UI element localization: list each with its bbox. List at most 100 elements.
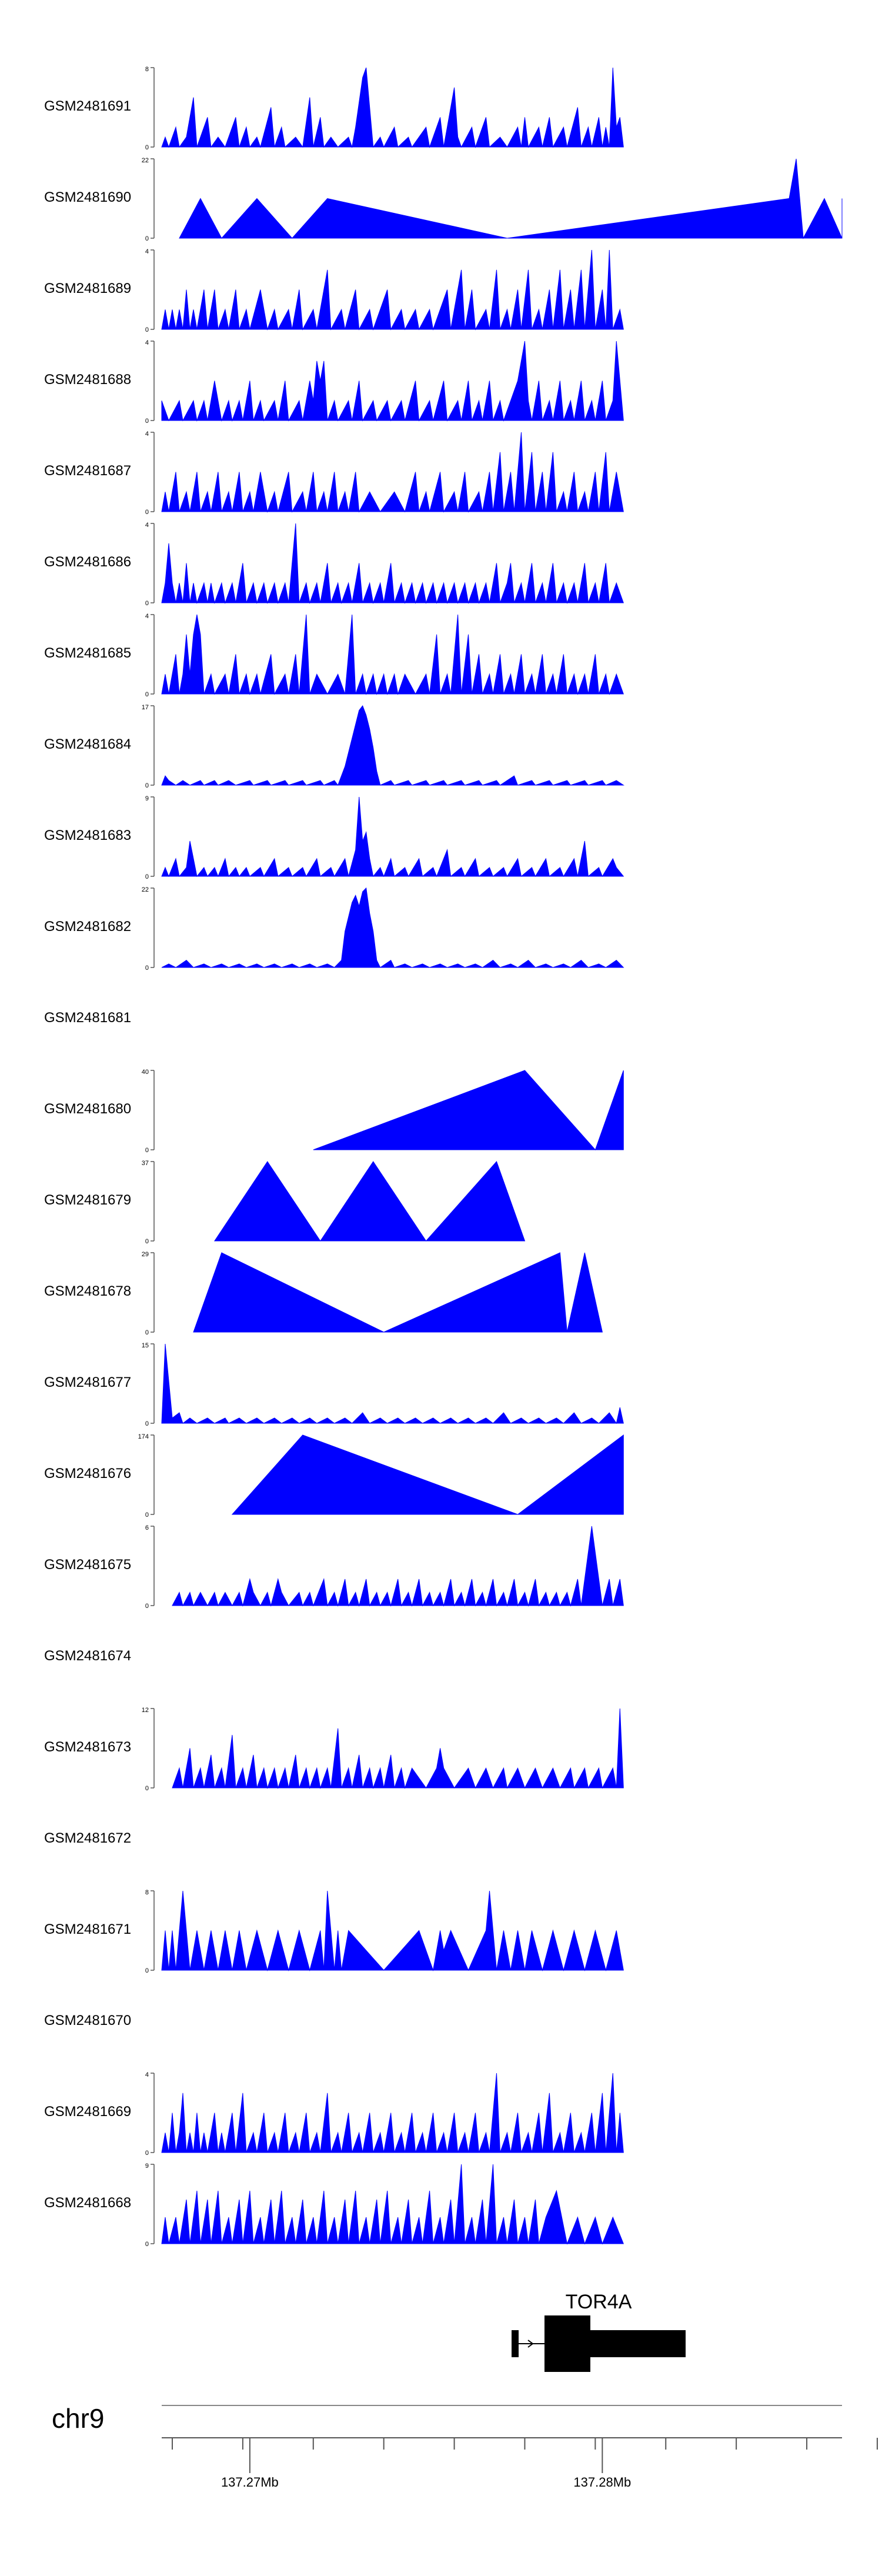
y-tick-label: 4 bbox=[145, 613, 149, 620]
y-tick-label: 4 bbox=[145, 2071, 149, 2078]
y-tick-label: 0 bbox=[145, 2241, 149, 2248]
coverage-area bbox=[231, 1434, 624, 1515]
track: GSM2481682 22 0 bbox=[44, 886, 624, 972]
track-label: GSM2481668 bbox=[44, 2195, 131, 2211]
y-tick-label: 8 bbox=[145, 1889, 149, 1896]
track: GSM2481672 bbox=[44, 1830, 131, 1846]
y-tick-label: 15 bbox=[142, 1342, 149, 1349]
track-label: GSM2481678 bbox=[44, 1283, 131, 1299]
track: GSM2481671 8 0 bbox=[44, 1889, 624, 1974]
track: GSM2481691 8 0 bbox=[44, 66, 624, 151]
coverage-area bbox=[161, 341, 624, 422]
gene-exon-utr-block bbox=[544, 2315, 590, 2372]
y-tick-label: 17 bbox=[142, 704, 149, 711]
y-tick-label: 4 bbox=[145, 431, 149, 438]
track-label: GSM2481676 bbox=[44, 1466, 131, 1481]
y-tick-label: 0 bbox=[145, 1603, 149, 1610]
y-tick-label: 12 bbox=[142, 1707, 149, 1714]
track: GSM2481690 22 0 bbox=[44, 157, 843, 242]
strand-arrow-icon bbox=[527, 2340, 534, 2348]
track-label: GSM2481686 bbox=[44, 554, 131, 570]
coverage-area bbox=[193, 1252, 603, 1333]
track-label: GSM2481688 bbox=[44, 372, 131, 388]
coverage-area bbox=[161, 1890, 624, 1971]
track-label: GSM2481689 bbox=[44, 281, 131, 296]
y-tick-label: 0 bbox=[145, 1147, 149, 1154]
axis-tick-label: 137.27Mb bbox=[221, 2475, 279, 2490]
track: GSM2481668 9 0 bbox=[44, 2163, 624, 2248]
y-tick-label: 37 bbox=[142, 1160, 149, 1167]
axis-tick-label: 137.28Mb bbox=[573, 2475, 631, 2490]
track-label: GSM2481679 bbox=[44, 1192, 131, 1208]
y-tick-label: 0 bbox=[145, 600, 149, 607]
y-tick-label: 29 bbox=[142, 1251, 149, 1258]
track: GSM2481683 9 0 bbox=[44, 795, 624, 880]
track-label: GSM2481681 bbox=[44, 1010, 131, 1026]
y-tick-label: 0 bbox=[145, 1420, 149, 1427]
y-tick-label: 9 bbox=[145, 2163, 149, 2170]
y-tick-label: 9 bbox=[145, 795, 149, 802]
track-label: GSM2481669 bbox=[44, 2104, 131, 2120]
y-tick-label: 6 bbox=[145, 1524, 149, 1531]
track: GSM2481688 4 0 bbox=[44, 339, 624, 425]
gene-exon-block bbox=[590, 2330, 686, 2357]
coverage-area bbox=[172, 1526, 624, 1607]
y-tick-label: 0 bbox=[145, 1329, 149, 1336]
coverage-area bbox=[161, 887, 624, 968]
track: GSM2481679 37 0 bbox=[44, 1160, 526, 1245]
coverage-area bbox=[161, 796, 624, 877]
track-label: GSM2481685 bbox=[44, 645, 131, 661]
track-label: GSM2481682 bbox=[44, 919, 131, 935]
track: GSM2481673 12 0 bbox=[44, 1707, 624, 1792]
coverage-area bbox=[161, 614, 624, 695]
y-tick-label: 0 bbox=[145, 1511, 149, 1519]
track-label: GSM2481671 bbox=[44, 1921, 131, 1937]
y-tick-label: 0 bbox=[145, 418, 149, 425]
track: GSM2481677 15 0 bbox=[44, 1342, 624, 1427]
track: GSM2481687 4 0 bbox=[44, 431, 624, 516]
y-tick-label: 0 bbox=[145, 509, 149, 516]
track-label: GSM2481673 bbox=[44, 1739, 131, 1755]
y-tick-label: 4 bbox=[145, 522, 149, 529]
track-label: GSM2481675 bbox=[44, 1557, 131, 1573]
track-label: GSM2481683 bbox=[44, 827, 131, 843]
y-tick-label: 22 bbox=[142, 886, 149, 893]
track-label: GSM2481684 bbox=[44, 736, 131, 752]
y-tick-label: 0 bbox=[145, 1238, 149, 1245]
track: GSM2481686 4 0 bbox=[44, 522, 624, 607]
track: GSM2481675 6 0 bbox=[44, 1524, 624, 1610]
track-label: GSM2481687 bbox=[44, 463, 131, 479]
track-label: GSM2481690 bbox=[44, 189, 131, 205]
coverage-area bbox=[161, 432, 624, 513]
y-tick-label: 0 bbox=[145, 1785, 149, 1792]
coverage-area bbox=[161, 2164, 624, 2245]
coverage-area bbox=[313, 1070, 624, 1150]
track: GSM2481676 174 0 bbox=[44, 1433, 624, 1519]
track: GSM2481684 17 0 bbox=[44, 704, 624, 789]
track-label: GSM2481691 bbox=[44, 98, 131, 114]
gene-model: TOR4A bbox=[512, 2291, 686, 2372]
coverage-tracks: GSM248169180GSM2481690220GSM248168940GSM… bbox=[44, 66, 843, 2248]
coverage-area bbox=[161, 705, 624, 786]
track: GSM2481669 4 0 bbox=[44, 2071, 624, 2157]
coverage-area bbox=[161, 249, 624, 331]
y-tick-label: 174 bbox=[138, 1433, 149, 1440]
y-tick-label: 4 bbox=[145, 248, 149, 255]
track: GSM2481678 29 0 bbox=[44, 1251, 603, 1336]
y-tick-label: 22 bbox=[142, 157, 149, 164]
track: GSM2481670 bbox=[44, 2013, 131, 2028]
chromosome-label: chr9 bbox=[52, 2403, 104, 2434]
track-label: GSM2481674 bbox=[44, 1648, 131, 1664]
track-label: GSM2481677 bbox=[44, 1374, 131, 1390]
track: GSM2481689 4 0 bbox=[44, 248, 624, 333]
coverage-area bbox=[161, 523, 624, 604]
y-tick-label: 4 bbox=[145, 339, 149, 346]
coverage-area bbox=[161, 67, 624, 148]
y-tick-label: 40 bbox=[142, 1069, 149, 1076]
track-label: GSM2481670 bbox=[44, 2013, 131, 2028]
track: GSM2481674 bbox=[44, 1648, 131, 1664]
coverage-area bbox=[179, 158, 843, 239]
coverage-area bbox=[172, 1708, 624, 1789]
coverage-area bbox=[161, 2073, 624, 2153]
